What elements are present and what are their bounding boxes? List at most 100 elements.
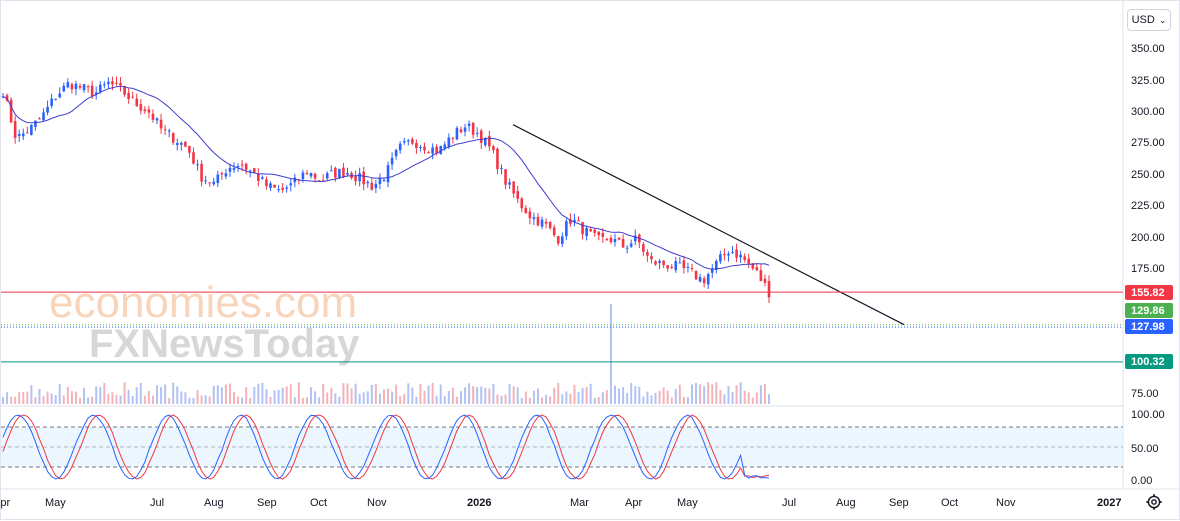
candle-body: [508, 182, 511, 185]
volume-bar: [107, 394, 110, 404]
volume-bar: [613, 385, 616, 404]
volume-bar: [605, 390, 608, 404]
price-axis: 350.00 325.00 300.00 275.00 250.00 225.0…: [1131, 43, 1165, 400]
gear-icon[interactable]: [1145, 493, 1163, 511]
candle-body: [232, 168, 236, 170]
candle-body: [670, 266, 674, 268]
price-tick: 275.00: [1131, 137, 1165, 149]
candle-body: [167, 130, 171, 132]
candle-body: [107, 81, 110, 85]
volume-bar: [2, 397, 4, 404]
candle-body: [682, 260, 686, 269]
candle-body: [411, 139, 414, 144]
volume-bar: [265, 389, 268, 404]
candle-body: [662, 260, 665, 266]
candle-body: [313, 173, 317, 179]
volume-bar: [715, 382, 718, 404]
candle-body: [228, 167, 232, 172]
candle-body: [374, 183, 378, 189]
candlestick-series: [1, 76, 771, 304]
candle-body: [601, 232, 605, 237]
candle-body: [301, 172, 305, 180]
stochastic-k-line: [2, 414, 770, 480]
candle-body: [305, 173, 309, 175]
candle-body: [552, 227, 556, 236]
candle-body: [46, 106, 49, 113]
candle-body: [273, 184, 276, 188]
time-tick: Apr: [1, 497, 10, 509]
time-tick: Sep: [257, 497, 277, 509]
candle-body: [26, 132, 29, 134]
volume-bar: [139, 382, 142, 404]
volume-bar: [273, 390, 276, 404]
candle-body: [569, 219, 572, 224]
time-tick: Oct: [941, 497, 958, 509]
candle-body: [366, 181, 370, 184]
volume-bar: [423, 390, 426, 404]
candle-body: [289, 183, 293, 186]
candle-body: [751, 263, 755, 269]
volume-bar: [38, 388, 41, 404]
candle-body: [151, 113, 155, 120]
volume-bar: [723, 394, 726, 404]
candle-body: [735, 249, 738, 258]
volume-bar: [431, 382, 434, 404]
moving-average-line: [2, 85, 770, 270]
volume-bar: [415, 396, 418, 404]
oscillator-axis: 100.00 50.00 0.00: [1131, 409, 1165, 487]
volume-bar: [350, 388, 353, 404]
candle-body: [175, 143, 179, 145]
volume-bar: [346, 383, 349, 404]
volume-bar: [682, 397, 685, 404]
candle-body: [621, 239, 625, 248]
time-tick: Oct: [310, 497, 327, 509]
candle-body: [42, 112, 45, 121]
trendline[interactable]: [512, 124, 905, 326]
volume-bar: [310, 387, 313, 404]
volume-bar: [403, 394, 406, 404]
volume-bar: [378, 393, 381, 404]
volume-bar: [42, 395, 45, 404]
candle-body: [277, 189, 280, 191]
candle-body: [196, 164, 199, 166]
candle-body: [382, 179, 386, 181]
candle-body: [293, 177, 297, 183]
volume-bar: [593, 397, 596, 404]
candle-body: [119, 83, 122, 86]
volume-bar: [277, 389, 280, 404]
candle-body: [585, 227, 588, 237]
volume-bar: [731, 392, 734, 404]
volume-bar: [597, 397, 600, 404]
level-badge-100: 100.32: [1125, 354, 1173, 369]
candle-body: [532, 217, 536, 220]
volume-bar: [573, 384, 576, 404]
candle-body: [74, 83, 78, 90]
volume-bar: [245, 387, 248, 404]
chevron-down-icon: ⌄: [1158, 14, 1167, 25]
candle-body: [743, 256, 746, 260]
volume-bar: [751, 397, 754, 404]
volume-bar: [739, 382, 742, 404]
candle-body: [690, 267, 694, 269]
time-tick: Sep: [889, 497, 909, 509]
volume-bar: [638, 386, 641, 404]
candle-body: [739, 254, 742, 258]
volume-bar: [532, 390, 535, 404]
volume-bar: [147, 390, 150, 404]
currency-select[interactable]: USD ⌄: [1127, 9, 1171, 31]
volume-bar: [561, 394, 564, 404]
candle-body: [115, 82, 118, 84]
candle-body: [171, 133, 175, 143]
candle-body: [419, 146, 422, 148]
volume-bar: [399, 396, 402, 404]
candle-body: [265, 179, 268, 187]
volume-bar: [208, 396, 211, 404]
volume-bar: [196, 390, 199, 404]
volume-bar: [83, 388, 86, 404]
volume-bar: [30, 385, 33, 404]
candle-body: [261, 177, 264, 179]
candle-body: [565, 221, 568, 237]
volume-bar: [488, 388, 491, 404]
volume-bar: [569, 393, 572, 404]
